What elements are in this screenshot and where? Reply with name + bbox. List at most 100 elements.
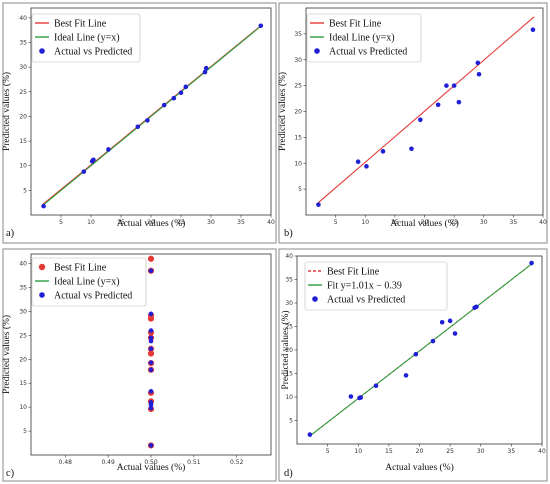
data-point bbox=[358, 395, 364, 400]
x-tick-label: 15 bbox=[385, 448, 393, 455]
data-point bbox=[452, 331, 458, 336]
legend-box bbox=[304, 261, 448, 311]
data-point bbox=[148, 328, 154, 333]
data-point bbox=[380, 149, 386, 154]
y-tick-label: 40 bbox=[19, 261, 27, 268]
data-point bbox=[148, 402, 154, 408]
data-point bbox=[348, 394, 354, 399]
legend-item: Ideal Line (y=x) bbox=[35, 277, 120, 288]
y-tick-label: 5 bbox=[289, 418, 293, 425]
y-tick-label: 35 bbox=[19, 40, 27, 47]
y-axis-label: Predicted values (%) bbox=[1, 72, 12, 151]
legend-label: Actual vs Predicted bbox=[54, 291, 132, 302]
legend: Best Fit Line Ideal Line (y=x) Actual vs P… bbox=[306, 13, 422, 63]
legend-marker bbox=[39, 48, 45, 54]
x-tick-label: 35 bbox=[508, 448, 516, 455]
data-point bbox=[355, 159, 361, 164]
data-point bbox=[430, 338, 436, 344]
data-point bbox=[81, 169, 87, 174]
panel-a: 5 10 15 20 25 30 35 40 5 10 15 20 25 30 35 40 Actual val… bbox=[1, 2, 277, 244]
x-axis-label: Actual values (%) bbox=[117, 218, 186, 229]
x-axis-label: Actual values (%) bbox=[390, 218, 459, 229]
series-line bbox=[42, 24, 263, 206]
data-point bbox=[439, 319, 445, 325]
data-point bbox=[451, 83, 457, 88]
y-tick-label: 25 bbox=[294, 83, 302, 90]
y-tick-label: 10 bbox=[19, 163, 27, 170]
panel-label: d) bbox=[284, 468, 293, 479]
data-point bbox=[135, 124, 141, 130]
data-point bbox=[148, 335, 154, 341]
y-tick-label: 30 bbox=[285, 300, 293, 307]
data-point bbox=[145, 118, 150, 123]
y-tick-label: 20 bbox=[285, 347, 293, 354]
data-point bbox=[148, 346, 154, 352]
x-tick-label: 5 bbox=[334, 219, 338, 226]
legend-label: Fit y=1.01x − 0.39 bbox=[327, 281, 402, 292]
y-tick-label: 20 bbox=[294, 109, 302, 116]
legend-label: Actual vs Predicted bbox=[327, 295, 405, 306]
data-point bbox=[316, 202, 321, 207]
data-point bbox=[476, 71, 482, 77]
data-point bbox=[148, 389, 154, 394]
data-point bbox=[418, 117, 423, 123]
panel-label: c) bbox=[6, 468, 15, 479]
data-point bbox=[148, 405, 154, 411]
y-tick-label: 5 bbox=[298, 186, 302, 193]
data-point bbox=[147, 315, 155, 322]
data-point bbox=[258, 23, 264, 29]
x-tick-label: 20 bbox=[416, 448, 424, 455]
series-line bbox=[308, 262, 534, 437]
data-point bbox=[148, 311, 154, 317]
x-tick-label: 30 bbox=[207, 219, 215, 226]
legend-item: Best Fit Line bbox=[308, 267, 380, 278]
data-point bbox=[147, 350, 155, 357]
panel-label: b) bbox=[284, 228, 293, 239]
legend: Best Fit Line Fit y=1.01x − 0.39 Actual vs… bbox=[304, 261, 448, 311]
x-tick-label: 35 bbox=[237, 219, 245, 226]
x-tick-label: 10 bbox=[354, 448, 362, 455]
y-axis-label: Predicted values (%) bbox=[1, 315, 12, 394]
legend-marker bbox=[39, 292, 45, 298]
x-tick-label: 35 bbox=[510, 219, 518, 226]
legend-box bbox=[306, 13, 422, 63]
legend-item: Actual vs Predicted bbox=[312, 295, 405, 306]
data-point bbox=[403, 373, 409, 378]
x-tick-label: 40 bbox=[538, 448, 546, 455]
x-tick-label: 20 bbox=[421, 219, 429, 226]
legend-label: Ideal Line (y=x) bbox=[54, 277, 120, 288]
y-tick-label: 15 bbox=[294, 134, 302, 141]
x-tick-label: 25 bbox=[446, 448, 454, 455]
y-tick-label: 15 bbox=[19, 380, 27, 387]
y-tick-label: 30 bbox=[294, 57, 302, 64]
x-tick-label: 40 bbox=[539, 219, 547, 226]
panel-label: a) bbox=[6, 228, 15, 239]
legend-item: Ideal Line (y=x) bbox=[35, 33, 120, 44]
y-tick-label: 20 bbox=[19, 113, 27, 120]
x-tick-label: 15 bbox=[391, 219, 399, 226]
legend-label: Best Fit Line bbox=[54, 19, 107, 30]
legend-label: Actual vs Predicted bbox=[54, 47, 132, 58]
data-point bbox=[413, 351, 419, 357]
y-tick-label: 30 bbox=[19, 64, 27, 71]
x-tick-label: 0.49 bbox=[101, 459, 115, 466]
data-point bbox=[183, 84, 189, 90]
data-point bbox=[161, 102, 167, 108]
y-axis-label: Predicted values (%) bbox=[280, 310, 291, 389]
panel-b: 5 10 15 20 25 30 35 40 5 10 15 20 25 30 35 Actual value… bbox=[277, 2, 548, 244]
y-axis-label: Predicted values (%) bbox=[277, 72, 288, 151]
y-tick-label: 30 bbox=[19, 308, 27, 315]
data-point bbox=[148, 367, 154, 373]
x-axis-label: Actual values (%) bbox=[117, 462, 186, 473]
legend: Best Fit Line Ideal Line (y=x) Actual vs P… bbox=[31, 257, 147, 307]
x-tick-label: 25 bbox=[177, 219, 185, 226]
data-point bbox=[409, 146, 414, 152]
data-point bbox=[147, 255, 155, 262]
data-point bbox=[106, 147, 111, 152]
data-point bbox=[148, 268, 154, 274]
data-point bbox=[530, 27, 536, 33]
data-point bbox=[202, 69, 208, 75]
legend: Best Fit Line Ideal Line (y=x) Actual vs P… bbox=[31, 13, 141, 63]
legend-marker bbox=[314, 48, 320, 54]
